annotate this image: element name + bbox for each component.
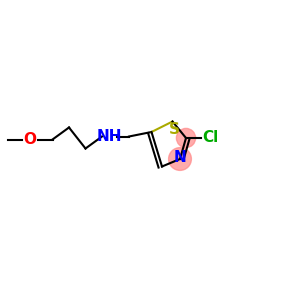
Text: Cl: Cl (202, 130, 218, 146)
Text: N: N (174, 150, 186, 165)
Circle shape (169, 148, 191, 170)
Circle shape (176, 128, 196, 148)
Text: NH: NH (97, 129, 122, 144)
Text: O: O (23, 132, 37, 147)
Text: S: S (169, 122, 179, 136)
